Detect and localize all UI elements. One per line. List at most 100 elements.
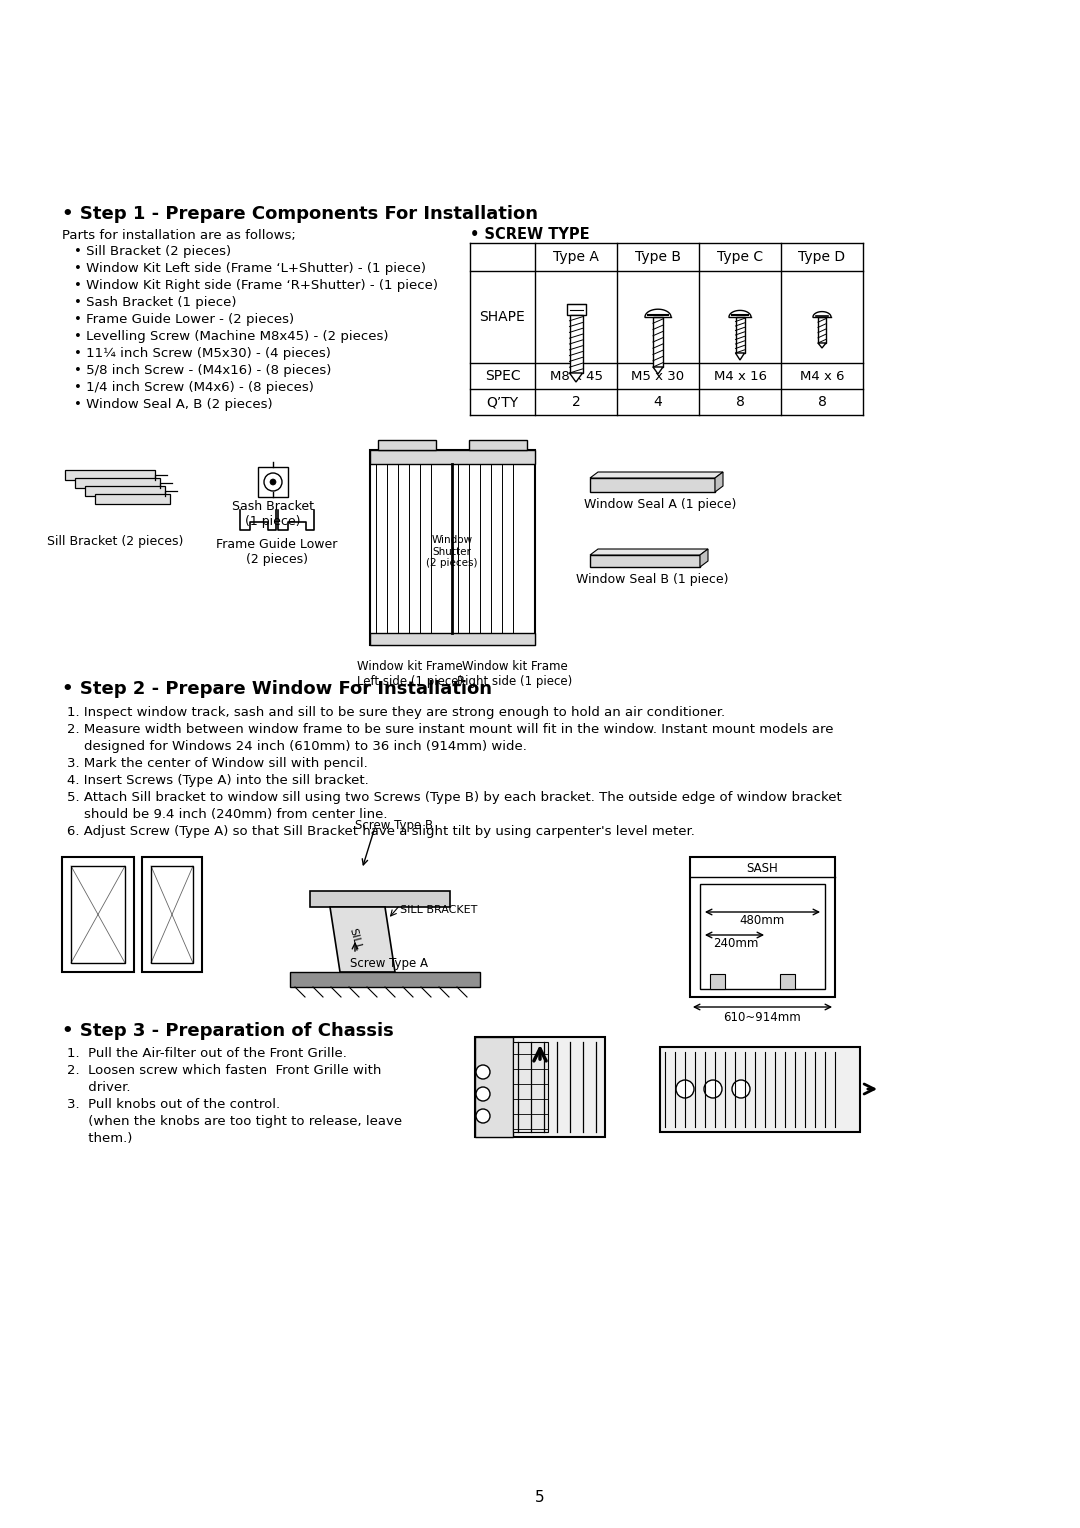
Text: • Step 2 - Prepare Window For Installation: • Step 2 - Prepare Window For Installati… [62,680,492,698]
Bar [71,866,125,963]
Text: Parts for installation are as follows;: Parts for installation are as follows; [62,229,296,241]
Bar [710,973,725,989]
Bar [567,304,585,315]
Text: 8: 8 [735,396,744,410]
Bar [735,316,744,353]
Circle shape [676,1080,694,1099]
Text: 610~914mm: 610~914mm [724,1012,801,1024]
Bar [475,1038,605,1137]
Text: them.): them.) [67,1132,133,1144]
Text: M4 x 6: M4 x 6 [800,370,845,382]
Text: • Sill Bracket (2 pieces): • Sill Bracket (2 pieces) [75,244,231,258]
Bar [469,440,527,451]
Text: Type D: Type D [798,251,846,264]
Text: • SCREW TYPE: • SCREW TYPE [470,228,590,241]
Text: Type A: Type A [553,251,599,264]
Text: 5. Attach Sill bracket to window sill using two Screws (Type B) by each bracket.: 5. Attach Sill bracket to window sill us… [67,792,841,804]
Bar [310,891,450,908]
Text: Type C: Type C [717,251,764,264]
Bar [475,1038,513,1137]
Text: 8: 8 [818,396,826,410]
Text: 3.  Pull knobs out of the control.: 3. Pull knobs out of the control. [67,1099,280,1111]
Text: 4. Insert Screws (Type A) into the sill bracket.: 4. Insert Screws (Type A) into the sill … [67,775,368,787]
Text: M4 x 16: M4 x 16 [714,370,767,382]
Polygon shape [330,908,395,972]
Text: SPEC: SPEC [485,368,521,384]
Bar [370,451,535,645]
Text: driver.: driver. [67,1080,131,1094]
Polygon shape [590,549,708,555]
Text: SILL BRACKET: SILL BRACKET [400,905,477,915]
Bar [700,885,825,989]
Text: • Window Kit Right side (Frame ‘R+Shutter) - (1 piece): • Window Kit Right side (Frame ‘R+Shutte… [75,280,438,292]
Polygon shape [653,367,663,374]
Bar [690,857,835,996]
Text: 2.  Loosen screw which fasten  Front Grille with: 2. Loosen screw which fasten Front Grill… [67,1063,381,1077]
Bar [780,973,795,989]
Text: Sill Bracket (2 pieces): Sill Bracket (2 pieces) [46,535,184,549]
Text: Window kit Frame
Left side (1 piece): Window kit Frame Left side (1 piece) [356,660,463,688]
Text: • Step 1 - Prepare Components For Installation: • Step 1 - Prepare Components For Instal… [62,205,538,223]
Bar [291,972,480,987]
Bar [660,1047,860,1132]
Text: • 11¼ inch Screw (M5x30) - (4 pieces): • 11¼ inch Screw (M5x30) - (4 pieces) [75,347,330,361]
Bar [258,468,288,497]
Circle shape [264,474,282,490]
Text: • Sash Bracket (1 piece): • Sash Bracket (1 piece) [75,296,237,309]
Bar [151,866,193,963]
Text: 2. Measure width between window frame to be sure instant mount will fit in the w: 2. Measure width between window frame to… [67,723,834,736]
Text: Sash Bracket
(1 piece): Sash Bracket (1 piece) [232,500,314,529]
Bar [370,451,535,465]
Polygon shape [590,472,723,478]
Bar [370,633,535,645]
Bar [818,316,826,342]
Text: Frame Guide Lower
(2 pieces): Frame Guide Lower (2 pieces) [216,538,338,565]
Circle shape [270,478,276,484]
Bar [75,478,160,487]
Circle shape [704,1080,723,1099]
Bar [62,857,134,972]
Circle shape [476,1065,490,1079]
Text: • 5/8 inch Screw - (M4x16) - (8 pieces): • 5/8 inch Screw - (M4x16) - (8 pieces) [75,364,332,377]
Text: designed for Windows 24 inch (610mm) to 36 inch (914mm) wide.: designed for Windows 24 inch (610mm) to … [67,740,527,753]
Bar [653,316,663,367]
Text: • Frame Guide Lower - (2 pieces): • Frame Guide Lower - (2 pieces) [75,313,294,325]
Text: Window
Shutter
(2 pieces): Window Shutter (2 pieces) [427,535,477,568]
Text: SASH: SASH [746,862,778,876]
Circle shape [732,1080,750,1099]
Text: Screw Type A: Screw Type A [350,957,428,970]
Text: • 1/4 inch Screw (M4x6) - (8 pieces): • 1/4 inch Screw (M4x6) - (8 pieces) [75,380,314,394]
Bar [85,486,165,497]
Bar [65,471,156,480]
Text: should be 9.4 inch (240mm) from center line.: should be 9.4 inch (240mm) from center l… [67,808,388,821]
Text: SILL: SILL [347,926,363,952]
Text: (when the knobs are too tight to release, leave: (when the knobs are too tight to release… [67,1115,402,1128]
Text: • Window Seal A, B (2 pieces): • Window Seal A, B (2 pieces) [75,397,272,411]
Polygon shape [569,373,582,382]
Circle shape [476,1109,490,1123]
Text: 3. Mark the center of Window sill with pencil.: 3. Mark the center of Window sill with p… [67,756,368,770]
Text: Screw Type B: Screw Type B [355,819,433,833]
Bar [569,315,582,373]
Text: Window Seal A (1 piece): Window Seal A (1 piece) [584,498,737,510]
Polygon shape [715,472,723,492]
Circle shape [476,1086,490,1102]
Text: Q’TY: Q’TY [486,396,518,410]
Text: • Window Kit Left side (Frame ‘L+Shutter) - (1 piece): • Window Kit Left side (Frame ‘L+Shutter… [75,261,426,275]
Bar [513,1042,548,1132]
Text: 5: 5 [536,1490,544,1505]
Text: 6. Adjust Screw (Type A) so that Sill Bracket have a slight tilt by using carpen: 6. Adjust Screw (Type A) so that Sill Br… [67,825,694,837]
Text: Type B: Type B [635,251,681,264]
Text: • Step 3 - Preparation of Chassis: • Step 3 - Preparation of Chassis [62,1022,394,1041]
Polygon shape [818,342,826,348]
Polygon shape [700,549,708,567]
Bar [378,440,436,451]
Text: M5 x 30: M5 x 30 [632,370,685,382]
Text: 240mm: 240mm [713,937,758,950]
Text: 2: 2 [571,396,580,410]
Polygon shape [735,353,744,361]
Text: 480mm: 480mm [740,914,785,927]
Bar [95,494,170,504]
Bar [590,555,700,567]
Text: Window Seal B (1 piece): Window Seal B (1 piece) [576,573,728,587]
